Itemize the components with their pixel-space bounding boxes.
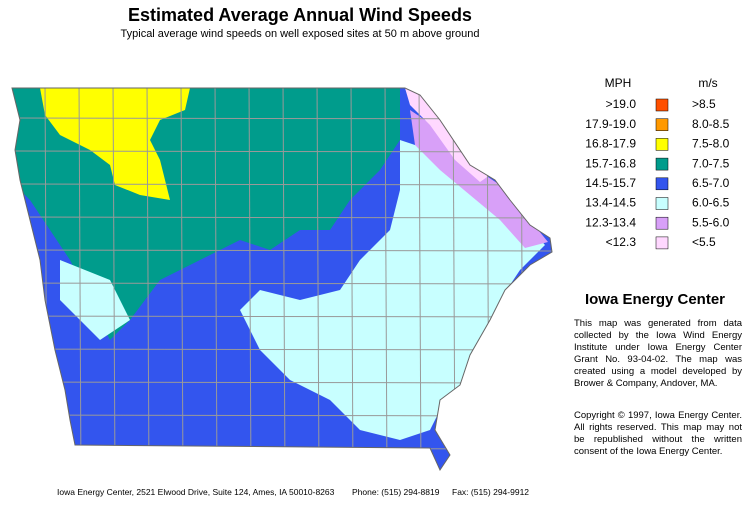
legend-swatch (655, 98, 669, 112)
paragraph: Copyright © 1997, Iowa Energy Center. Al… (574, 410, 742, 457)
legend-ms: 7.0-7.5 (692, 156, 730, 170)
county-line (555, 80, 557, 480)
legend-header: MPH (605, 76, 632, 90)
footer-fax: Fax: (515) 294-9912 (452, 487, 530, 497)
county-line (12, 348, 552, 351)
legend-mph: <12.3 (606, 235, 637, 249)
legend-mph: 15.7-16.8 (585, 156, 636, 170)
legend: >19.0 >8.5 17.9-19.0 8.0-8.5 16.8-17.9 7.5-8.… (585, 97, 730, 250)
legend-ms: <5.5 (692, 235, 716, 249)
county-line (384, 88, 388, 470)
legend-swatch (655, 157, 669, 171)
county-line (214, 88, 218, 470)
legend-ms: 8.0-8.5 (692, 117, 730, 131)
subtitle: Typical average wind speeds on well expo… (120, 28, 480, 40)
legend-ms: 7.5-8.0 (692, 137, 730, 151)
county-line (350, 88, 354, 470)
county-line (12, 315, 552, 318)
legend-swatch (655, 138, 669, 151)
county-line (418, 88, 422, 470)
footer-phone: Phone: (515) 294-8819 (352, 487, 440, 497)
county-line (520, 88, 524, 470)
paragraph: This map was generated from data collect… (574, 318, 742, 389)
legend-swatch (655, 216, 669, 230)
legend-ms: 5.5-6.0 (692, 215, 730, 229)
footer-address: Iowa Energy Center, 2521 Elwood Drive, S… (57, 487, 335, 497)
county-line (12, 282, 552, 285)
legend-swatch (655, 197, 669, 210)
county-line (12, 216, 552, 219)
county-line (282, 88, 286, 470)
legend-swatch (655, 118, 669, 131)
region (40, 88, 190, 200)
county-line (248, 88, 252, 470)
county-line (180, 88, 184, 470)
county-line (78, 88, 82, 470)
county-line (12, 183, 552, 186)
legend-mph: 13.4-14.5 (585, 196, 636, 210)
county-line (12, 249, 552, 252)
legend-ms: 6.0-6.5 (692, 196, 730, 210)
legend-ms: 6.5-7.0 (692, 176, 730, 190)
county-line (146, 88, 150, 470)
legend-mph: 17.9-19.0 (585, 117, 636, 131)
legend-header: m/s (698, 76, 717, 90)
legend-mph: 12.3-13.4 (585, 215, 636, 229)
state (12, 80, 557, 480)
legend-mph: 16.8-17.9 (585, 137, 636, 151)
county-line (12, 447, 552, 450)
legend-swatch (655, 236, 669, 250)
legend-swatch (655, 177, 669, 191)
county-line (112, 88, 116, 470)
title: Estimated Average Annual Wind Speeds (128, 5, 472, 25)
legend-mph: 14.5-15.7 (585, 176, 636, 190)
legend-ms: >8.5 (692, 97, 716, 111)
sidebar-heading: Iowa Energy Center (584, 291, 726, 308)
region (60, 260, 130, 340)
legend-mph: >19.0 (606, 97, 637, 111)
county-line (316, 88, 320, 470)
